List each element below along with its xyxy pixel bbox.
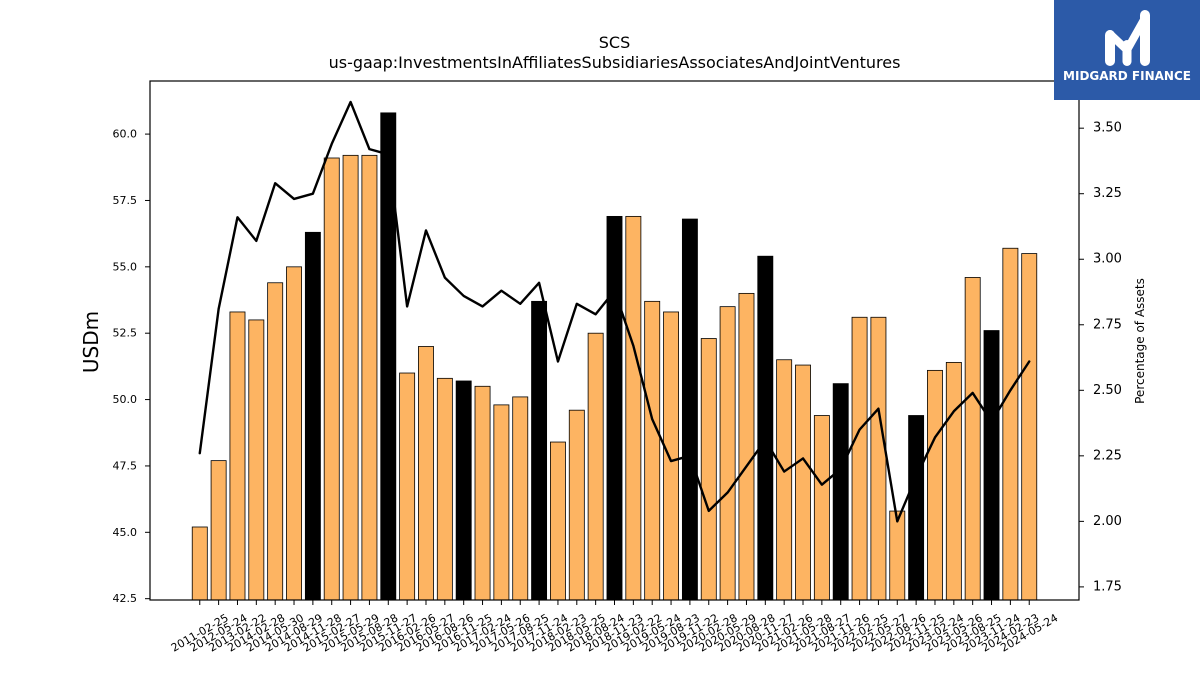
y-tick-label-right: 3.50 [1093,121,1122,136]
y-tick-label-left: 50.0 [113,393,138,406]
y-tick-label-right: 2.00 [1093,514,1122,529]
y-tick-label-left: 55.0 [113,260,138,273]
y-axis-label-left: USDm [79,311,103,373]
bar [719,306,736,601]
bar [606,215,623,601]
bar [625,215,642,601]
bar [361,154,378,601]
bar [889,510,906,601]
y-axis-left: 42.5 45.0 47.5 50.0 52.5 55.0 57.5 60.0 [113,128,150,605]
bar [568,409,585,601]
bar [813,415,830,601]
bar [286,266,302,601]
y-tick-label-right: 3.00 [1093,252,1122,267]
midgard-finance-logo: MIDGARD FINANCE [1054,0,1200,100]
bar [493,404,510,601]
bar [983,330,1000,601]
bar [776,359,793,601]
bar [512,396,529,601]
bar [851,316,868,601]
y-tick-label-right: 1.75 [1093,579,1122,594]
y-tick-label-left: 45.0 [113,526,138,539]
bar [399,372,416,601]
bar [267,282,284,601]
y-tick-label-right: 2.50 [1093,383,1122,398]
bar [964,277,981,601]
bar [927,369,943,601]
bar [681,218,698,601]
bar [908,415,925,601]
midgard-m-icon [1105,10,1150,66]
chart-subtitle: us-gaap:InvestmentsInAffiliatesSubsidiar… [329,53,901,72]
bar [663,311,679,601]
bar [1002,247,1019,601]
y-axis-label-right: Percentage of Assets [1133,278,1147,404]
y-tick-label-right: 3.25 [1093,186,1122,201]
bar [418,346,434,601]
bar [342,154,359,601]
y-tick-label-left: 52.5 [113,327,138,340]
bar [945,361,962,601]
bar [832,383,849,601]
y-tick-label-left: 42.5 [113,592,138,605]
y-tick-label-right: 2.25 [1093,448,1122,463]
bar [1021,253,1038,601]
y-axis-right: 1.75 2.00 2.25 2.50 2.75 3.00 3.25 3.50 [1079,121,1122,594]
bar [644,300,661,601]
bar-series [191,112,1038,601]
bar [304,231,321,601]
x-axis: 2011-02-252012-05-242013-02-222014-02-28… [169,600,1060,655]
bar [700,338,717,601]
bar [191,526,208,601]
y-tick-label-right: 2.75 [1093,317,1122,332]
y-tick-label-left: 57.5 [113,194,138,207]
bar [870,316,887,601]
logo-text: MIDGARD FINANCE [1063,69,1191,83]
percentage-of-assets-line [198,100,1031,523]
bar [436,377,453,601]
bar [229,311,246,601]
y-tick-label-left: 60.0 [113,128,138,141]
bar [455,380,472,601]
bar [248,319,265,601]
bar [550,441,566,601]
bar [795,364,811,601]
bar [587,332,604,601]
bar [738,292,755,601]
bar [210,460,227,601]
bar [757,255,774,601]
bar [531,300,548,601]
bar [474,385,491,601]
bar [323,157,340,601]
chart-title: SCS [599,33,630,52]
y-tick-label-left: 47.5 [113,459,138,472]
bar [380,112,397,601]
